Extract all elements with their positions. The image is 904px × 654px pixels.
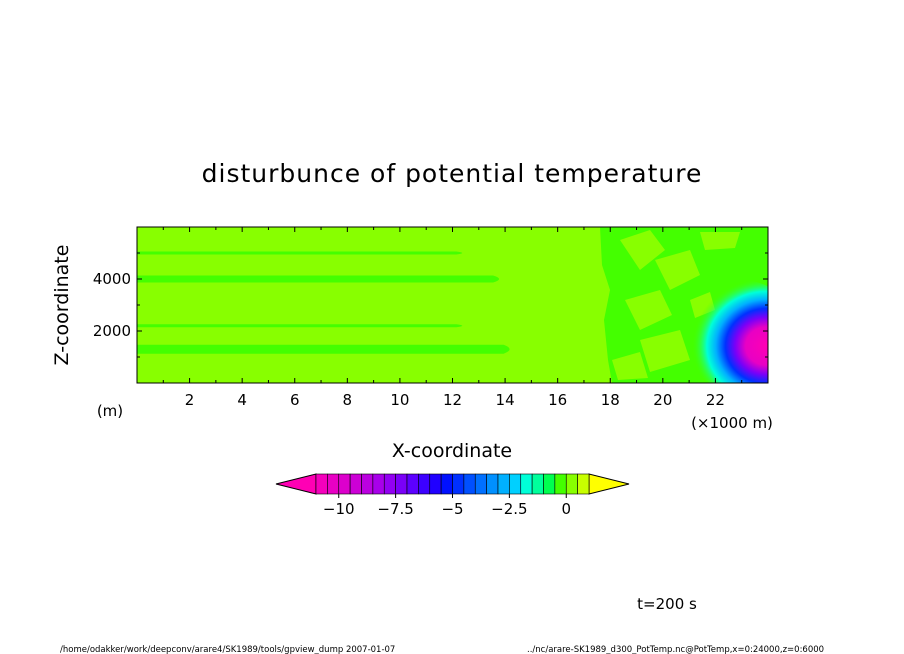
x-tick-label: 4 xyxy=(237,391,247,409)
temperature-anomaly xyxy=(680,280,768,383)
x-tick-label: 10 xyxy=(390,391,409,409)
colorbar-tick-label: 0 xyxy=(561,500,571,518)
colorbar-tick-label: −2.5 xyxy=(491,500,527,518)
x-axis-label: X-coordinate xyxy=(392,440,512,462)
x-tick-label: 18 xyxy=(601,391,620,409)
colorbar-cell xyxy=(474,473,487,495)
colorbar-cell xyxy=(429,473,442,495)
x-tick-label: 2 xyxy=(185,391,195,409)
colorbar-ticks: −10 −7.5 −5 −2.5 0 xyxy=(323,494,571,518)
colorbar-tick-label: −5 xyxy=(441,500,463,518)
x-tick-label: 8 xyxy=(343,391,353,409)
colorbar-cell xyxy=(383,473,396,495)
plot-area xyxy=(137,227,768,383)
colorbar-extend-high xyxy=(588,473,630,495)
colorbar-cell xyxy=(349,473,362,495)
colorbar-cell xyxy=(361,473,374,495)
colorbar-cell xyxy=(531,473,544,495)
horizontal-stripes xyxy=(137,251,510,354)
x-axis-ticks: 2 4 6 8 10 12 14 16 18 20 22 xyxy=(162,227,743,409)
chart-title: disturbunce of potential temperature xyxy=(202,159,703,188)
colorbar-cell xyxy=(497,473,510,495)
x-tick-label: 20 xyxy=(653,391,672,409)
footer-path: /home/odakker/work/deepconv/arare4/SK198… xyxy=(60,645,395,654)
colorbar-cell xyxy=(486,473,499,495)
colorbar-cell xyxy=(440,473,453,495)
colorbar-cell xyxy=(520,473,533,495)
stripe xyxy=(137,251,463,255)
colorbar-cell xyxy=(418,473,431,495)
x-unit-label: (×1000 m) xyxy=(691,414,773,432)
colorbar-cell xyxy=(543,473,556,495)
colorbar-cell xyxy=(452,473,465,495)
colorbar-cell xyxy=(338,473,351,495)
colorbar-cell xyxy=(395,473,408,495)
x-tick-label: 6 xyxy=(290,391,300,409)
y-tick-label: 4000 xyxy=(93,270,131,288)
colorbar-cell xyxy=(577,473,590,495)
y-tick-label: 2000 xyxy=(93,322,131,340)
colorbar-cell xyxy=(372,473,385,495)
y-axis-label: Z-coordinate xyxy=(51,245,73,366)
colorbar-tick-label: −7.5 xyxy=(377,500,413,518)
x-tick-label: 12 xyxy=(443,391,462,409)
time-label: t=200 s xyxy=(637,595,697,613)
colorbar-cell xyxy=(565,473,578,495)
stripe xyxy=(137,324,463,328)
colorbar-cell xyxy=(509,473,522,495)
x-tick-label: 14 xyxy=(496,391,515,409)
stripe xyxy=(137,344,510,354)
x-tick-label: 16 xyxy=(548,391,567,409)
colorbar-tick-label: −10 xyxy=(323,500,355,518)
footer-file: ../nc/arare-SK1989_d300_PotTemp.nc@PotTe… xyxy=(527,645,824,654)
stripe xyxy=(137,275,500,283)
y-unit-label: (m) xyxy=(97,402,123,420)
colorbar xyxy=(275,473,630,495)
colorbar-cell xyxy=(554,473,567,495)
colorbar-cell xyxy=(315,473,328,495)
x-tick-label: 22 xyxy=(706,391,725,409)
colorbar-cell xyxy=(463,473,476,495)
y-axis-ticks: 2000 4000 xyxy=(93,252,768,358)
colorbar-cell xyxy=(406,473,419,495)
colorbar-cell xyxy=(327,473,340,495)
colorbar-extend-low xyxy=(275,473,317,495)
